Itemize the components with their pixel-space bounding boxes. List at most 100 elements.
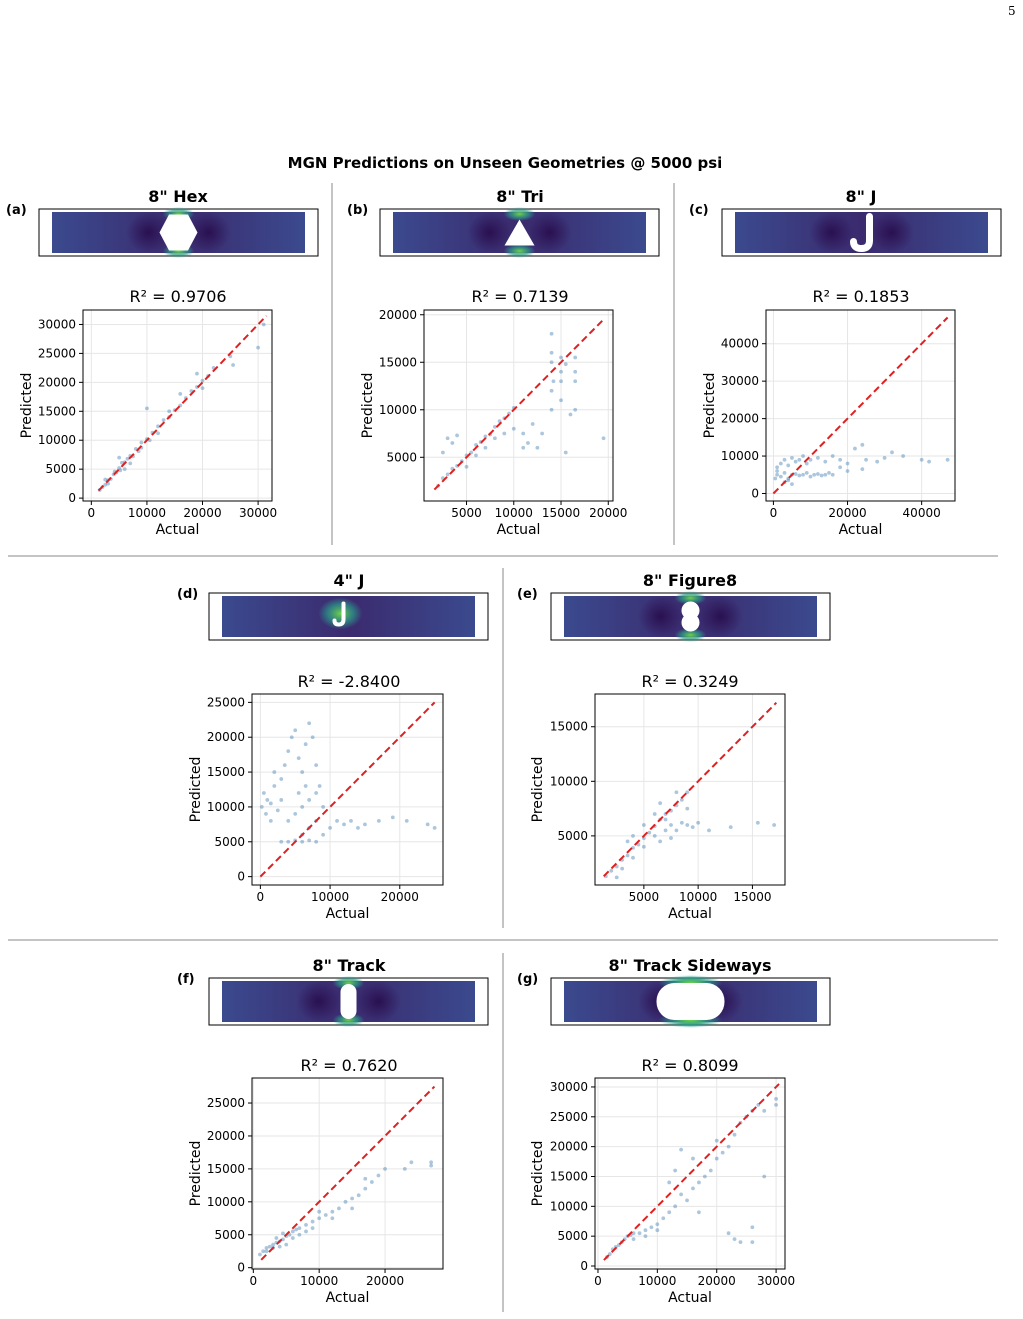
data-point: [450, 441, 455, 445]
data-point: [321, 805, 326, 809]
data-point: [790, 482, 794, 487]
y-tick-label: 20000: [207, 1129, 245, 1143]
plot-frame: [423, 309, 614, 502]
data-point: [732, 1132, 737, 1137]
plot-area: [424, 310, 613, 501]
data-point: [300, 770, 305, 774]
data-point: [658, 839, 663, 844]
data-point: [707, 828, 711, 833]
data-point: [264, 1246, 269, 1250]
data-point: [521, 431, 526, 436]
data-point: [258, 1252, 262, 1257]
data-point: [274, 1236, 279, 1240]
data-point: [750, 1240, 755, 1245]
data-point: [445, 472, 450, 477]
data-point: [103, 477, 108, 482]
data-point: [631, 833, 635, 838]
data-point: [643, 1228, 648, 1233]
stress-shadow: [467, 212, 512, 253]
data-point: [432, 825, 437, 830]
data-point: [474, 453, 478, 458]
data-point: [343, 1199, 348, 1204]
data-point: [390, 815, 395, 820]
data-point: [697, 1210, 701, 1215]
panel-title: 8" Track Sideways: [609, 956, 772, 975]
data-point: [314, 839, 319, 844]
data-point: [511, 426, 516, 431]
plot-frame: [251, 1077, 444, 1270]
data-point: [279, 777, 284, 781]
data-point: [801, 472, 805, 477]
plot-frame: [251, 693, 444, 886]
stress-shadow: [126, 212, 171, 253]
data-point: [696, 820, 701, 825]
r2-score: R² = 0.8099: [641, 1056, 738, 1075]
x-tick-label: 20000: [828, 506, 866, 520]
stress-hotspot: [503, 244, 536, 258]
data-point: [649, 1225, 654, 1230]
data-point: [264, 811, 268, 816]
subplot: (e) 8" Figure8 R² = 0.3249 5000 10000 15000 50…: [517, 571, 831, 922]
x-axis-label: Actual: [497, 522, 541, 538]
data-point: [607, 1252, 612, 1256]
data-point: [293, 811, 298, 816]
data-point: [383, 1166, 387, 1171]
data-point: [294, 1227, 299, 1232]
data-point: [117, 466, 122, 470]
x-tick-label: 20000: [698, 1274, 736, 1288]
data-point: [573, 407, 578, 412]
data-point: [549, 350, 554, 355]
data-point: [778, 474, 783, 479]
y-tick-label: 25000: [207, 695, 245, 709]
data-point: [819, 473, 824, 478]
y-tick-label: 10000: [379, 403, 417, 417]
hole-shape: [340, 984, 357, 1019]
identity-line: [260, 1085, 436, 1261]
y-axis-label: Predicted: [702, 373, 718, 439]
data-point: [673, 1204, 678, 1209]
data-point: [314, 763, 319, 768]
stress-shadow: [296, 981, 341, 1022]
data-point: [559, 355, 563, 360]
data-point: [282, 763, 287, 768]
data-point: [804, 461, 809, 466]
plot-frame: [82, 309, 273, 502]
data-point: [720, 1150, 725, 1155]
data-point: [755, 820, 760, 825]
data-point: [631, 855, 635, 860]
panel-title: 8" Tri: [496, 187, 544, 206]
data-point: [559, 369, 563, 374]
y-tick-label: 5000: [386, 450, 417, 464]
data-point: [823, 472, 828, 477]
data-point: [708, 1168, 713, 1173]
data-point: [679, 1192, 683, 1197]
panel-title: 4" J: [334, 571, 365, 590]
data-point: [669, 836, 673, 840]
data-point: [156, 431, 160, 436]
identity-line: [259, 701, 436, 878]
data-point: [404, 818, 409, 823]
data-point: [277, 1244, 282, 1249]
data-point: [714, 1138, 719, 1143]
data-point: [118, 468, 123, 473]
panel-label: (f): [177, 972, 195, 987]
plot-frame: [594, 1077, 786, 1270]
data-point: [300, 839, 305, 844]
data-point: [808, 474, 813, 479]
data-point: [669, 823, 673, 827]
stress-hotspot: [318, 597, 363, 630]
data-point: [304, 1222, 308, 1227]
identity-line: [772, 316, 949, 495]
data-point: [658, 801, 663, 806]
panel-title: 8" Figure8: [643, 571, 737, 590]
data-point: [919, 457, 924, 462]
data-point: [363, 1176, 368, 1181]
x-tick-label: 0: [770, 506, 778, 520]
data-point: [838, 457, 843, 462]
y-tick-label: 5000: [557, 1229, 588, 1243]
data-point: [853, 446, 857, 451]
data-point: [663, 828, 668, 833]
y-tick-label: 0: [237, 1261, 245, 1275]
data-point: [679, 1147, 683, 1152]
data-point: [641, 844, 646, 849]
